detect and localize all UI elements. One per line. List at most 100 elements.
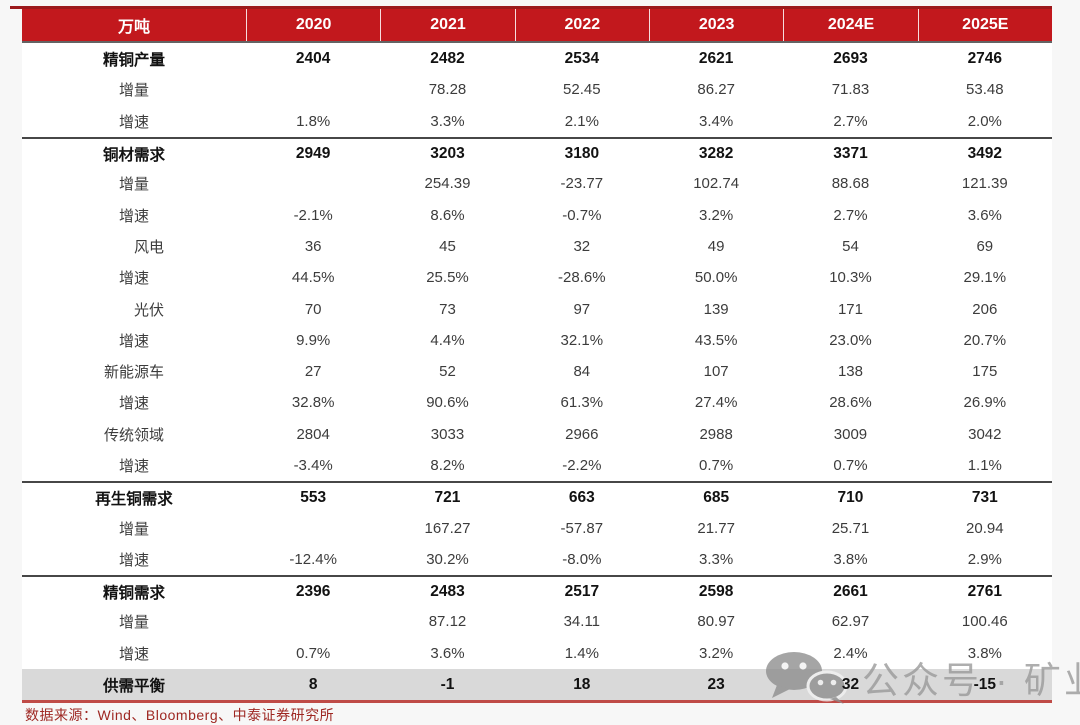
cell-2023: 3.2% (699, 644, 734, 662)
row-label: 供需平衡 (102, 677, 165, 695)
cell-2023: 27.4% (694, 394, 738, 412)
column-header-2024E: 2024E (783, 9, 917, 41)
cell-2025E: 3492 (967, 144, 1003, 162)
cell-2024E: 2.4% (833, 644, 868, 662)
cell-2021: 721 (434, 488, 461, 506)
table-row: 增速 -3.4% 8.2% -2.2% 0.7% 0.7% 1.1% (22, 450, 1052, 481)
watermark: 公众号 · 矿业界 (764, 650, 1080, 704)
cell-2021: 3033 (430, 425, 465, 443)
row-label: 增量 (118, 520, 149, 538)
table-row: 供需平衡 8 -1 18 23 32 -15 (22, 668, 1052, 701)
table-row: 精铜产量 2404 2482 2534 2621 2693 2746 (22, 43, 1052, 74)
row-label: 风电 (133, 238, 164, 256)
cell-2022: 3180 (564, 144, 600, 162)
column-header-2022: 2022 (514, 9, 649, 41)
row-label: 增速 (118, 270, 149, 288)
table-row: 传统领域 2804 3033 2966 2988 3009 3042 (22, 419, 1052, 450)
table-row: 增速 1.8% 3.3% 2.1% 3.4% 2.7% 2.0% (22, 106, 1052, 137)
table-row: 增量 87.12 34.11 80.97 62.97 100.46 (22, 606, 1052, 637)
row-label: 再生铜需求 (95, 490, 173, 508)
cell-2020: 9.9% (296, 331, 331, 349)
cell-2024E: 54 (842, 237, 859, 255)
cell-2023: 49 (707, 237, 725, 255)
cell-2021: 8.2% (430, 457, 465, 474)
table-row: 风电 36 45 32 49 54 69 (22, 231, 1052, 262)
table-row: 增速 32.8% 90.6% 61.3% 27.4% 28.6% 26.9% (22, 387, 1052, 418)
cell-2021: 3.3% (430, 112, 465, 130)
cell-2022: 18 (573, 675, 591, 693)
cell-2020: 2404 (295, 49, 331, 67)
cell-2025E: 1.1% (967, 457, 1002, 474)
cell-2021: 52 (439, 363, 456, 381)
cell-2023: 3.2% (699, 206, 734, 224)
cell-2021: 90.6% (426, 394, 469, 412)
cell-2022: 97 (573, 300, 591, 318)
cell-2025E: 2746 (967, 49, 1003, 67)
cell-2023: 3.4% (699, 112, 734, 130)
cell-2021: 87.12 (428, 613, 467, 631)
cell-2020: 70 (304, 300, 322, 318)
cell-2021: 254.39 (424, 175, 471, 193)
wechat-icon (766, 652, 848, 704)
cell-2024E: 710 (837, 488, 864, 506)
cell-2022: 52.45 (563, 81, 601, 99)
cell-2021: 2482 (430, 49, 465, 67)
cell-2024E: 2.7% (833, 112, 868, 130)
watermark-text: 公众号 · 矿业界 (862, 660, 1080, 701)
table-body: 精铜产量 2404 2482 2534 2621 2693 2746 增量 78.28 52.45… (22, 43, 1052, 701)
copper-supply-demand-table: 万吨 2020 2021 2022 2023 2024E 2025E 精铜产量 2404 24… (22, 6, 1052, 704)
cell-2025E: 175 (972, 363, 998, 381)
table-bottom-border (22, 700, 1052, 704)
cell-2020: -3.4% (293, 457, 333, 474)
cell-2025E: 731 (971, 488, 998, 506)
cell-2023: 21.77 (697, 519, 735, 537)
cell-2023: 80.97 (697, 613, 735, 631)
cell-2021: 167.27 (424, 519, 471, 537)
cell-2021: 8.6% (430, 206, 465, 224)
cell-2021: -1 (440, 675, 455, 693)
table-row: 再生铜需求 553 721 663 685 710 731 (22, 481, 1052, 512)
table-header-row: 万吨 2020 2021 2022 2023 2024E 2025E (22, 6, 1052, 43)
cell-2025E: 69 (976, 237, 994, 255)
cell-2025E: -15 (973, 675, 996, 693)
row-label: 增速 (118, 645, 149, 663)
cell-2021: 2483 (430, 582, 465, 600)
cell-2022: 34.11 (563, 613, 601, 631)
cell-2024E: 3371 (833, 144, 868, 162)
cell-2022: 2966 (565, 425, 599, 443)
cell-2024E: 62.97 (831, 613, 870, 631)
cell-2022: 2517 (564, 582, 600, 600)
column-header-2021: 2021 (380, 9, 514, 41)
cell-2024E: 25.71 (831, 519, 870, 537)
row-label: 增量 (118, 82, 149, 100)
cell-2025E: 20.7% (963, 331, 1007, 349)
cell-2024E: 2693 (833, 49, 868, 67)
cell-2023: 86.27 (697, 81, 735, 99)
cell-2025E: 20.94 (966, 519, 1004, 537)
cell-2023: 3282 (698, 144, 734, 162)
cell-2024E: 138 (837, 363, 863, 381)
cell-2022: 32.1% (560, 331, 604, 349)
cell-2024E: 71.83 (831, 81, 870, 99)
table-row: 增量 254.39 -23.77 102.74 88.68 121.39 (22, 168, 1052, 199)
cell-2023: 23 (707, 675, 725, 693)
cell-2024E: 171 (837, 300, 863, 318)
row-label: 光伏 (133, 301, 164, 319)
cell-2022: -57.87 (560, 519, 604, 537)
table-row: 增速 -12.4% 30.2% -8.0% 3.3% 3.8% 2.9% (22, 544, 1052, 575)
row-label: 精铜需求 (102, 584, 165, 602)
column-header-2023: 2023 (648, 9, 783, 41)
table-row: 增速 9.9% 4.4% 32.1% 43.5% 23.0% 20.7% (22, 325, 1052, 356)
cell-2022: 61.3% (560, 394, 604, 412)
cell-2025E: 3042 (968, 425, 1002, 443)
row-label: 增速 (118, 551, 149, 569)
cell-2020: -2.1% (293, 206, 333, 224)
cell-2023: 2988 (699, 425, 733, 443)
cell-2024E: 10.3% (829, 269, 872, 287)
cell-2025E: 3.6% (967, 206, 1002, 224)
cell-2020: 553 (300, 488, 327, 506)
cell-2022: -8.0% (562, 550, 602, 568)
cell-2025E: 29.1% (963, 269, 1007, 287)
cell-2025E: 53.48 (966, 81, 1004, 99)
